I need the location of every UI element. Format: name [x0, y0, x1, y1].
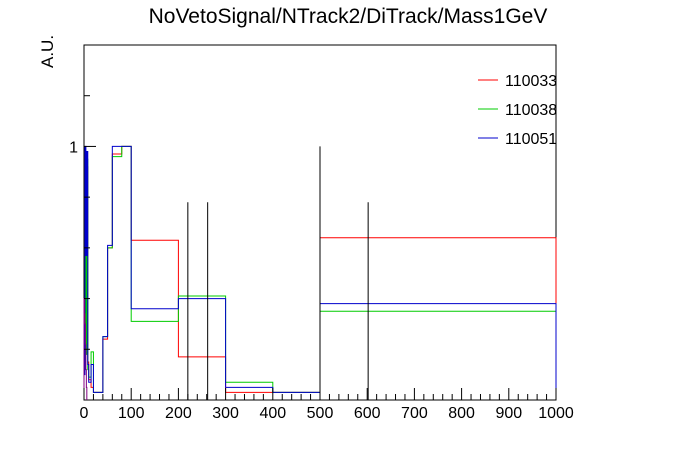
- x-tick-label-700: 700: [401, 405, 428, 422]
- legend-label-110038: 110038: [505, 102, 557, 119]
- error-bar-layer: [187, 146, 369, 400]
- y-tick-label-1: 1: [69, 139, 78, 156]
- legend-label-110051: 110051: [505, 131, 557, 148]
- legend-label-110033: 110033: [505, 73, 557, 90]
- x-tick-label-1000: 1000: [538, 405, 574, 422]
- x-tick-label-900: 900: [495, 405, 522, 422]
- x-tick-label-400: 400: [259, 405, 286, 422]
- x-tick-label-0: 0: [80, 405, 89, 422]
- axis-layer: 0 100 200 300 400 500 600 700 800 900 1000 1: [69, 95, 574, 422]
- x-tick-label-600: 600: [354, 405, 381, 422]
- x-tick-label-800: 800: [448, 405, 475, 422]
- x-tick-label-200: 200: [165, 405, 192, 422]
- series-110051-line: [83, 145, 557, 400]
- legend: 110033 110038 110051: [478, 73, 557, 148]
- x-tick-label-500: 500: [307, 405, 334, 422]
- x-tick-label-100: 100: [118, 405, 145, 422]
- series-unnamed-3-line: [83, 298, 88, 400]
- chart-title: NoVetoSignal/NTrack2/DiTrack/Mass1GeV: [148, 5, 548, 28]
- x-tick-label-300: 300: [212, 405, 239, 422]
